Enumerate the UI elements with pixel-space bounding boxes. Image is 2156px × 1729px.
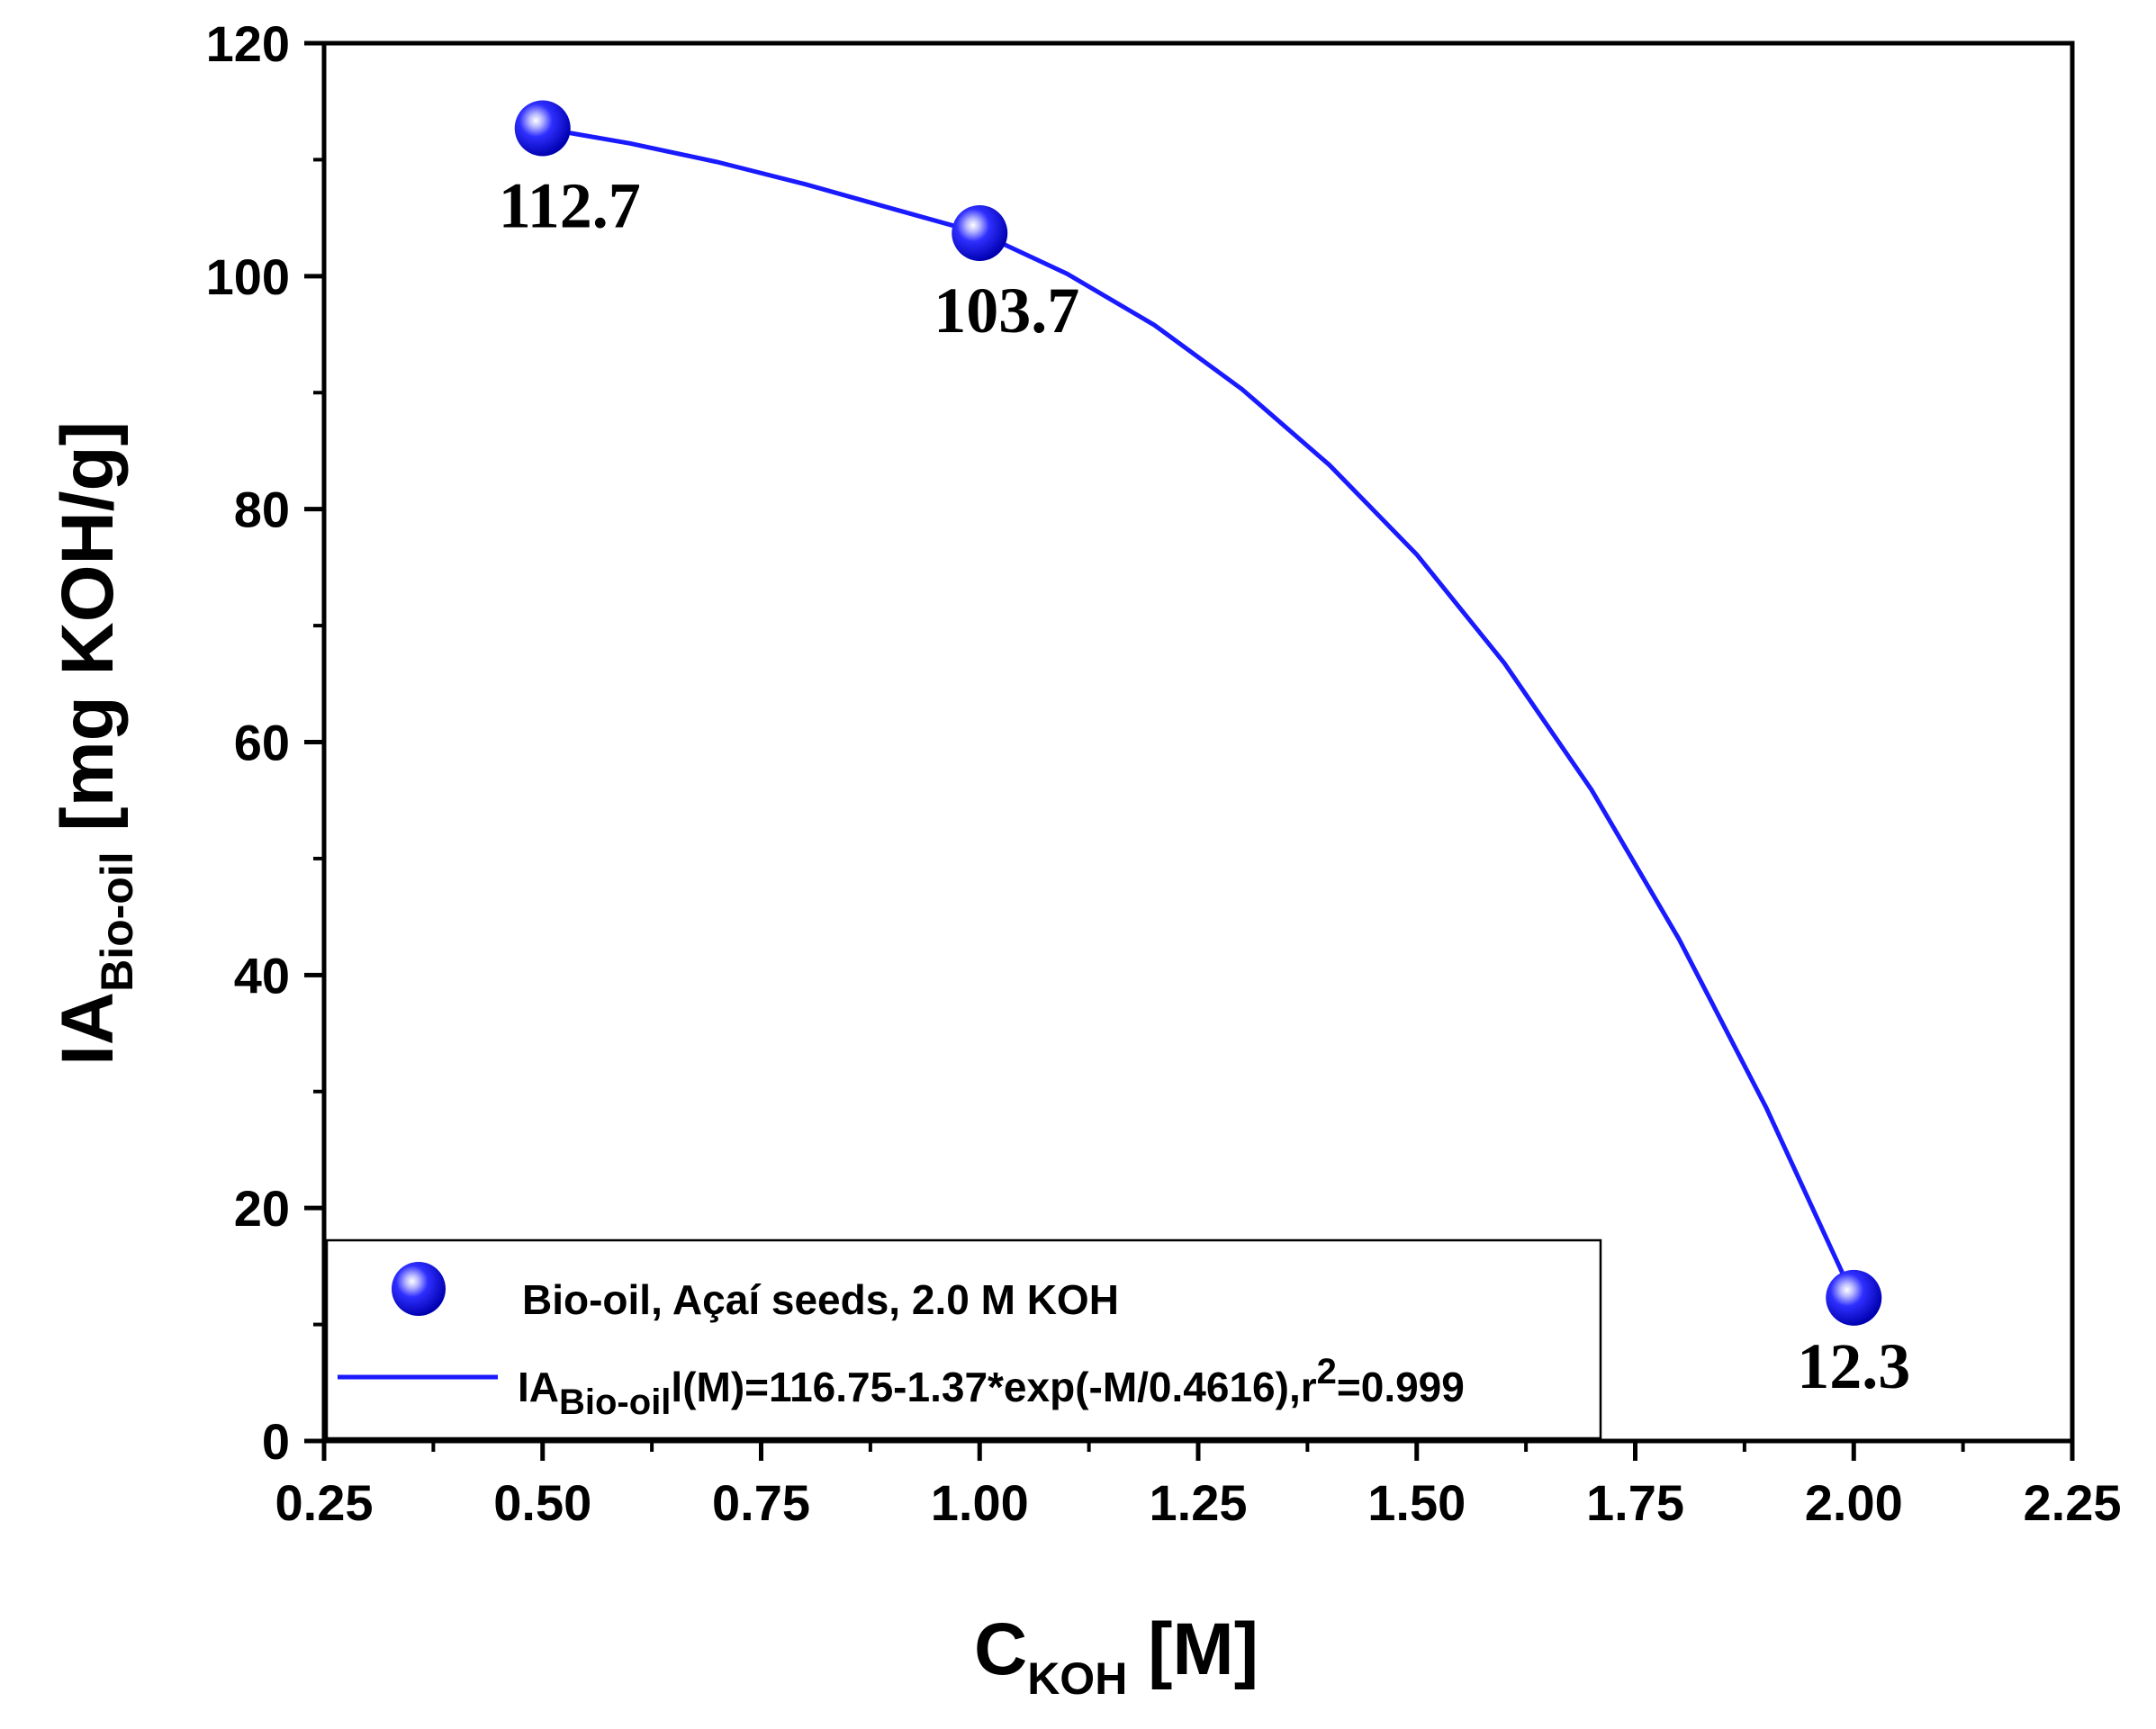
- legend-point-marker: [392, 1262, 446, 1316]
- x-tick-label: 0.50: [493, 1474, 591, 1531]
- x-tick-label: 1.00: [931, 1474, 1029, 1531]
- x-tick-label: 1.25: [1150, 1474, 1248, 1531]
- y-axis-ticks: 0 20 40 60 80 100 120: [206, 15, 324, 1470]
- x-tick-label: 1.50: [1367, 1474, 1466, 1531]
- data-point: [952, 204, 1008, 261]
- x-axis-ticks: 0.25 0.50 0.75 1.00 1.25 1.50 1.75 2.00 2.25: [275, 1441, 2122, 1531]
- legend: Bio-oil, Açaí seeds, 2.0 M KOH IABio-oil…: [325, 1238, 1602, 1440]
- x-tick-label: 0.25: [275, 1474, 374, 1531]
- x-tick-label: 2.25: [2024, 1474, 2122, 1531]
- y-tick-label: 0: [262, 1413, 290, 1470]
- x-tick-label: 2.00: [1805, 1474, 1903, 1531]
- y-tick-label: 100: [206, 248, 290, 305]
- plot-frame: [321, 41, 2075, 1444]
- data-point: [514, 100, 571, 157]
- legend-fit-label: IABio-oill(M)=116.75-1.37*exp(-M/0.4616)…: [518, 1352, 1465, 1422]
- x-axis-title: CKOH [M]: [974, 1608, 1258, 1704]
- data-point-label: 12.3: [1797, 1330, 1910, 1402]
- x-tick-label: 1.75: [1586, 1474, 1684, 1531]
- y-tick-label: 120: [206, 15, 290, 72]
- y-tick-label: 60: [234, 715, 290, 771]
- data-point: [1826, 1269, 1882, 1326]
- y-tick-label: 40: [234, 947, 290, 1004]
- legend-points-label: Bio-oil, Açaí seeds, 2.0 M KOH: [522, 1276, 1119, 1323]
- y-tick-label: 20: [234, 1180, 290, 1237]
- y-axis-title: IABio-oil [mg KOH/g]: [47, 421, 142, 1066]
- data-labels: 112.7 103.7 12.3: [499, 169, 1911, 1401]
- legend-box: [325, 1238, 1602, 1440]
- x-tick-label: 0.75: [712, 1474, 810, 1531]
- data-point-label: 112.7: [499, 169, 641, 241]
- fit-curve: [542, 126, 1856, 1299]
- data-point-label: 103.7: [934, 275, 1079, 347]
- data-points: [514, 100, 1882, 1326]
- y-tick-label: 80: [234, 482, 290, 538]
